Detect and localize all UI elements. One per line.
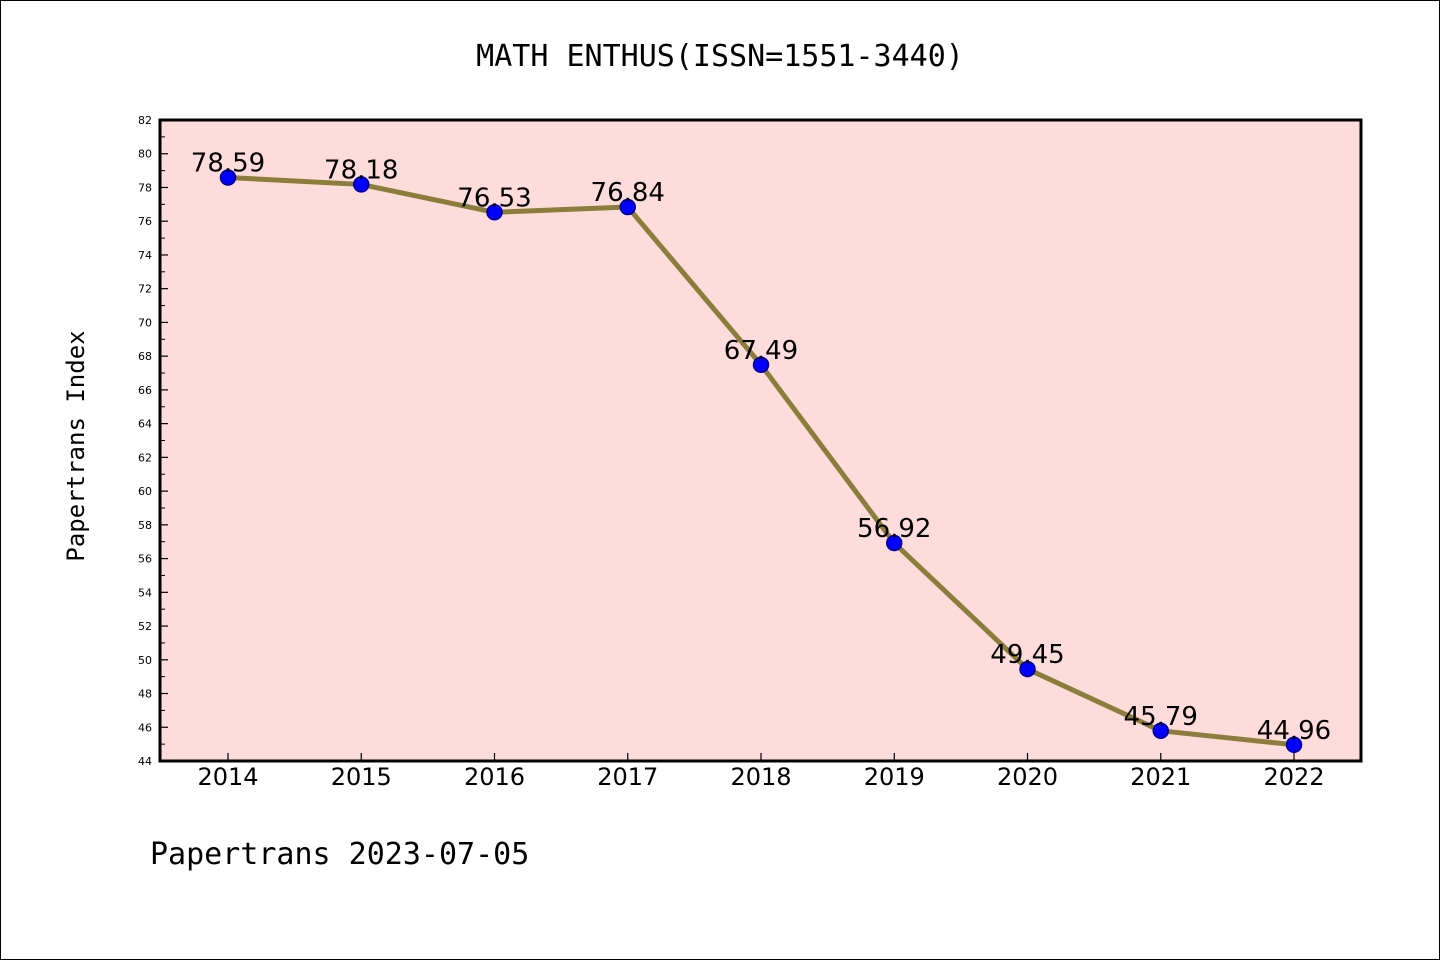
data-point: [219, 169, 237, 186]
data-point: [486, 204, 503, 221]
y-tick-label: 82: [138, 114, 152, 127]
x-tick-label: 2014: [197, 763, 258, 791]
x-tick-label: 2017: [597, 763, 658, 791]
y-tick-label: 62: [138, 451, 152, 464]
data-point: [1285, 736, 1303, 754]
y-tick-label: 64: [138, 418, 152, 431]
y-tick-label: 60: [138, 485, 152, 498]
y-tick-label: 58: [138, 519, 152, 532]
x-axis: 2014 2015 2016 2017 2018 2019 2020 2021 2022: [197, 753, 1325, 791]
data-label: 76.84: [591, 178, 665, 208]
y-tick-label: 52: [138, 620, 152, 633]
data-label: 49.45: [990, 640, 1064, 670]
x-tick-label: 2022: [1263, 763, 1324, 791]
y-tick-label: 46: [138, 721, 152, 734]
x-tick-label: 2016: [464, 763, 525, 791]
y-tick-label: 48: [138, 688, 152, 701]
y-tick-label: 54: [138, 586, 152, 599]
plot-area: [158, 118, 1363, 763]
chart-title: MATH ENTHUS(ISSN=1551-3440): [476, 39, 964, 74]
x-tick-label: 2015: [331, 763, 392, 791]
data-label: 56.92: [857, 514, 931, 544]
data-labels: 78.59 78.18 76.53 76.84 67.49 56.92 49.45 45.79…: [191, 149, 1331, 746]
data-label: 44.96: [1257, 716, 1331, 746]
y-tick-label: 66: [138, 384, 152, 397]
data-point: [619, 198, 636, 216]
y-axis: 44 46 48 50 52 54 56 58 60 62 64 66 68 70 72 74 76 78 80 82: [138, 114, 168, 768]
y-axis-label: Papertrans Index: [62, 330, 90, 561]
y-tick-label: 56: [138, 553, 152, 566]
y-tick-label: 74: [138, 249, 152, 262]
footer-date: Papertrans 2023-07-05: [150, 837, 529, 872]
y-tick-label: 70: [138, 316, 152, 329]
data-label: 78.59: [191, 149, 265, 179]
data-point: [886, 534, 903, 552]
y-tick-label: 68: [138, 350, 152, 363]
y-tick-label: 44: [138, 755, 152, 768]
y-tick-label: 50: [138, 654, 152, 667]
series-markers: [219, 169, 1303, 754]
y-tick-label: 78: [138, 181, 152, 194]
y-tick-label: 76: [138, 215, 152, 228]
x-tick-label: 2019: [864, 763, 925, 791]
data-label: 67.49: [724, 336, 798, 366]
y-tick-label: 80: [138, 148, 152, 161]
data-label: 78.18: [324, 155, 398, 185]
y-tick-label: 72: [138, 283, 152, 296]
data-point: [1152, 722, 1169, 740]
data-point: [353, 176, 370, 193]
data-label: 76.53: [457, 183, 531, 213]
data-label: 45.79: [1124, 702, 1198, 732]
x-tick-label: 2020: [997, 763, 1058, 791]
x-tick-label: 2018: [730, 763, 791, 791]
data-point: [1019, 660, 1036, 678]
x-tick-label: 2021: [1130, 763, 1191, 791]
data-point: [752, 356, 770, 374]
